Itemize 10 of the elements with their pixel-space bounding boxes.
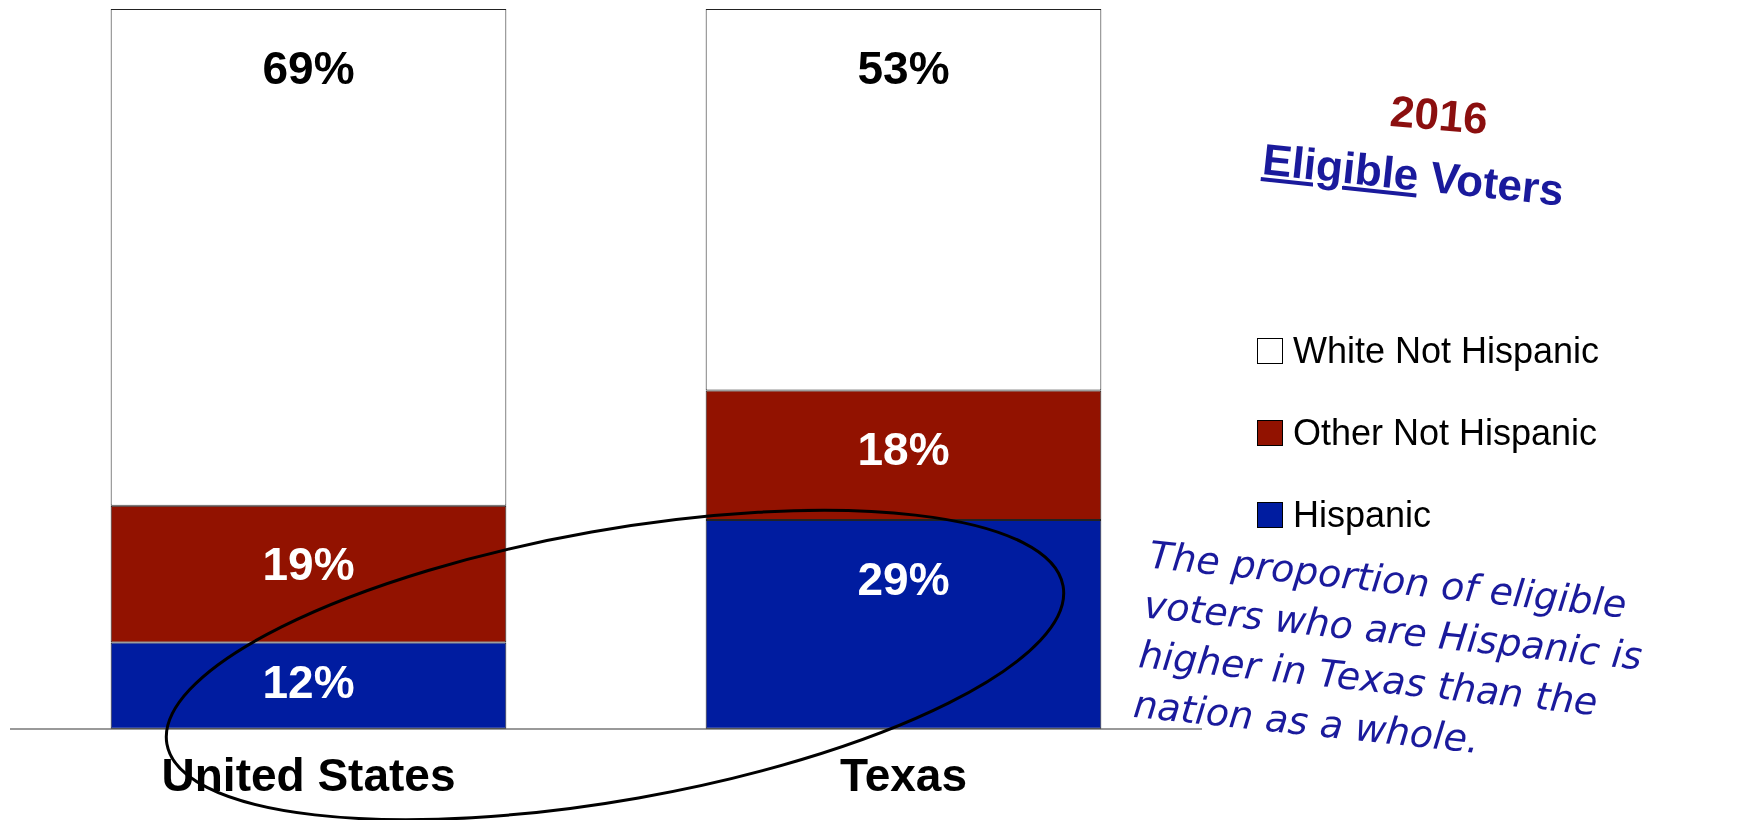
data-label: 29% [857,552,950,605]
legend-label: Hispanic [1293,494,1432,536]
data-label: 18% [857,423,950,476]
data-label: 69% [262,41,355,94]
x-tick-label: Texas [839,749,968,802]
data-label: 12% [262,656,355,709]
data-label: 53% [857,41,950,94]
text: White Not Hispanic [1293,330,1600,372]
legend-label: Other Not Hispanic [1293,412,1598,454]
data-label: 19% [262,538,355,591]
